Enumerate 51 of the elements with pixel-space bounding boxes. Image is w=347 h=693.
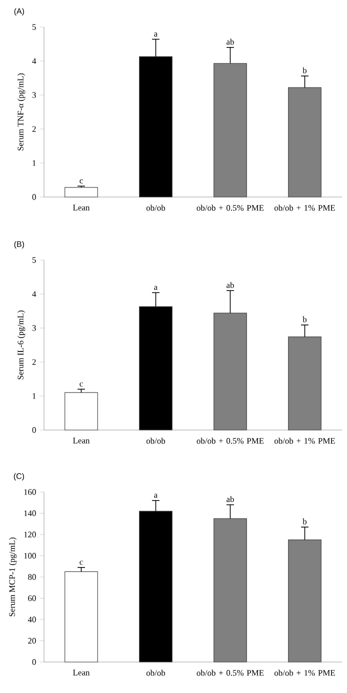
y-tick-label: 1 — [32, 393, 36, 399]
annotation: a — [154, 286, 158, 290]
annotation: a — [154, 494, 158, 498]
y-tick-label: 0 — [32, 659, 36, 665]
x-tick-label: ob/ob + 0.5% PME — [196, 438, 264, 444]
x-tick-label: ob/ob + 0.5% PME — [196, 670, 264, 676]
y-axis-title: Serum IL-6 (pg/mL) — [17, 310, 26, 380]
x-tick-label: Lean — [73, 438, 90, 444]
y-axis-title: Serum TNF-α (pg/mL) — [17, 73, 26, 150]
annotation: ab — [226, 38, 234, 45]
y-tick-label: 2 — [32, 359, 36, 365]
annotation: c — [80, 382, 83, 387]
annotation: ab — [226, 496, 234, 502]
annotation: b — [302, 67, 307, 74]
annotation: c — [80, 560, 83, 565]
x-tick-label: ob/ob + 1% PME — [274, 204, 335, 211]
y-tick-label: 5 — [32, 257, 36, 263]
y-tick-label: 20 — [28, 638, 36, 644]
x-tick-label: ob/ob + 1% PME — [274, 670, 335, 676]
x-tick-label: Lean — [73, 670, 90, 676]
y-tick-label: 4 — [32, 58, 36, 64]
y-tick-label: 80 — [28, 574, 36, 580]
y-tick-label: 2 — [32, 126, 36, 132]
bar — [64, 571, 98, 662]
annotation: b — [302, 316, 307, 322]
y-tick-label: 0 — [32, 194, 36, 200]
y-tick-label: 120 — [24, 532, 36, 538]
y-tick-label: 140 — [24, 510, 36, 516]
x-tick-label: ob/ob — [146, 204, 166, 211]
y-tick-label: 3 — [32, 92, 36, 98]
x-tick-label: ob/ob — [146, 438, 166, 444]
x-tick-label: ob/ob + 0.5% PME — [196, 204, 264, 211]
y-tick-label: 3 — [32, 325, 36, 331]
annotation: ab — [226, 282, 234, 288]
bar — [64, 392, 98, 430]
y-tick-label: 4 — [32, 291, 36, 297]
y-tick-label: 5 — [32, 24, 36, 30]
y-tick-label: 40 — [28, 616, 36, 622]
y-axis-title: Serum MCP-1 (pg/mL) — [8, 538, 17, 616]
x-tick-label: ob/ob + 1% PME — [274, 438, 335, 444]
y-tick-label: 0 — [32, 427, 36, 433]
y-tick-label: 160 — [24, 489, 36, 495]
y-tick-label: 1 — [32, 160, 36, 166]
y-tick-label: 100 — [24, 552, 36, 559]
x-tick-label: ob/ob — [146, 670, 166, 676]
y-tick-label: 60 — [28, 595, 36, 602]
annotation: a — [154, 32, 158, 37]
x-tick-label: Lean — [73, 204, 90, 210]
annotation: b — [302, 518, 307, 524]
annotation: c — [80, 179, 83, 184]
bar — [64, 187, 98, 198]
